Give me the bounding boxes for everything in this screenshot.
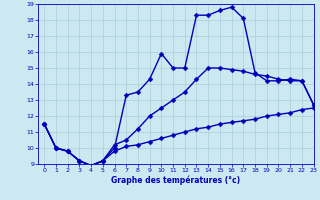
X-axis label: Graphe des températures (°c): Graphe des températures (°c) [111, 176, 241, 185]
